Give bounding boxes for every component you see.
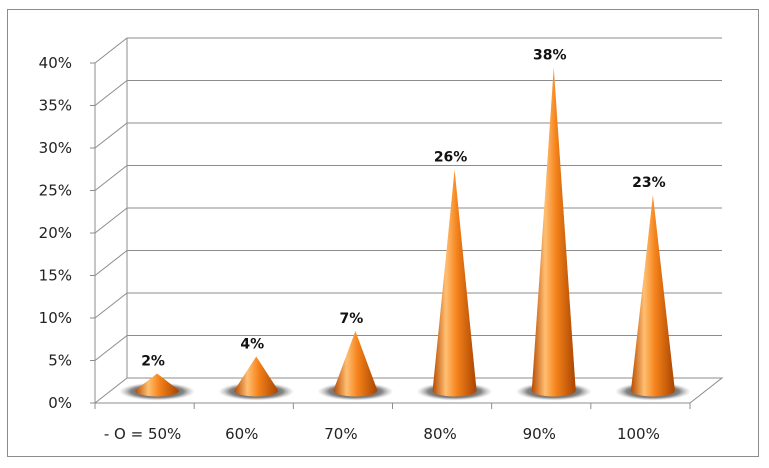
y-tick-label: 10% — [39, 309, 72, 327]
y-tick-label: 15% — [39, 267, 72, 285]
data-label: 7% — [340, 311, 364, 327]
x-axis-ticks: - O = 50% 60% 70% 80% 90% 100% — [104, 425, 660, 443]
y-axis-ticks: 0% 5% 10% 15% 20% 25% 30% 35% 40% — [39, 54, 72, 412]
cone-bar — [234, 356, 279, 397]
y-tick-label: 0% — [48, 394, 72, 412]
cone-bar — [432, 169, 477, 397]
gridline-side — [94, 292, 128, 319]
cone-bar — [630, 195, 675, 397]
cone-bar — [333, 331, 378, 397]
gridline-side — [94, 207, 128, 234]
x-tick-label: 90% — [523, 425, 556, 443]
gridline-side — [94, 165, 128, 191]
axes — [90, 38, 724, 409]
cone-bar — [135, 373, 180, 397]
data-label: 23% — [632, 175, 666, 191]
data-label: 26% — [434, 150, 468, 166]
x-tick-label: 60% — [225, 425, 258, 443]
gridline-side — [94, 122, 128, 149]
data-label: 4% — [240, 337, 264, 353]
gridline-side — [94, 80, 128, 106]
x-tick-label: 70% — [324, 425, 357, 443]
gridline-side — [94, 250, 128, 276]
data-label: 38% — [533, 48, 567, 64]
x-tick-label: 100% — [617, 425, 660, 443]
y-tick-label: 40% — [39, 54, 72, 72]
y-tick-label: 20% — [39, 224, 72, 242]
gridline-side — [94, 37, 128, 64]
y-tick-label: 30% — [39, 139, 72, 157]
cones — [119, 67, 691, 401]
y-tick-label: 35% — [39, 97, 72, 115]
x-tick-label: - O = 50% — [104, 425, 181, 443]
y-tick-label: 25% — [39, 182, 72, 200]
gridline-side — [94, 335, 128, 361]
data-label: 2% — [141, 354, 165, 370]
x-tick-label: 80% — [423, 425, 456, 443]
data-labels: 2% 4% 7% 26% 38% 23% — [141, 48, 665, 370]
y-tick-label: 5% — [48, 352, 72, 370]
cone-bar — [531, 67, 576, 397]
gridlines — [94, 37, 722, 361]
